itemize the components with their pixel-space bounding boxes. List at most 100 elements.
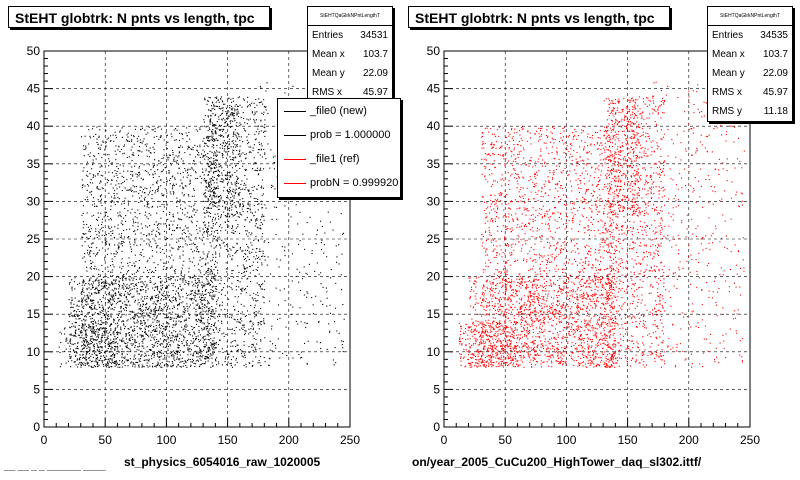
data-point (237, 193, 239, 195)
data-point (210, 121, 212, 123)
data-point (320, 348, 322, 350)
data-point (86, 351, 88, 353)
data-point (86, 223, 88, 225)
data-point (139, 139, 141, 141)
data-point (139, 308, 141, 310)
data-point (92, 261, 94, 263)
data-point (126, 347, 128, 349)
data-point (140, 129, 142, 131)
data-point (122, 308, 124, 310)
data-point (106, 350, 108, 352)
data-point (108, 345, 110, 347)
data-point (116, 276, 118, 278)
data-point (190, 220, 192, 222)
data-point (236, 344, 238, 346)
data-point (111, 281, 113, 283)
data-point (181, 134, 183, 136)
data-point (180, 273, 182, 275)
data-point (141, 311, 143, 313)
data-point (255, 169, 257, 171)
data-point (326, 305, 328, 307)
data-point (116, 362, 118, 364)
data-point (218, 236, 220, 238)
data-point (131, 139, 133, 141)
data-point (126, 271, 128, 273)
data-point (119, 214, 121, 216)
data-point (120, 307, 122, 309)
data-point (181, 219, 183, 221)
data-point (156, 286, 158, 288)
data-point (181, 183, 183, 185)
data-point (233, 131, 235, 133)
data-point (212, 352, 214, 354)
data-point (150, 311, 152, 313)
data-point (137, 299, 139, 301)
data-point (244, 330, 246, 332)
data-point (245, 315, 247, 317)
data-point (240, 303, 242, 305)
data-point (120, 306, 122, 308)
data-point (179, 350, 181, 352)
data-point (210, 295, 212, 297)
data-point (203, 243, 205, 245)
data-point (129, 261, 131, 263)
data-point (276, 218, 278, 220)
data-point (166, 155, 168, 157)
data-point (92, 128, 94, 130)
data-point (203, 236, 205, 238)
data-point (93, 329, 95, 331)
data-point (90, 194, 92, 196)
data-point (107, 315, 109, 317)
data-point (162, 323, 164, 325)
data-point (223, 241, 225, 243)
data-point (188, 284, 190, 286)
data-point (200, 294, 202, 296)
data-point (96, 253, 98, 255)
data-point (207, 185, 209, 187)
data-point (259, 227, 261, 229)
data-point (335, 282, 337, 284)
data-point (98, 304, 100, 306)
data-point (231, 167, 233, 169)
data-point (233, 247, 235, 249)
data-point (172, 259, 174, 261)
data-point (120, 216, 122, 218)
data-point (211, 218, 213, 220)
data-point (217, 316, 219, 318)
data-point (238, 286, 240, 288)
data-point (228, 97, 230, 99)
data-point (168, 171, 170, 173)
data-point (180, 278, 182, 280)
data-point (247, 202, 249, 204)
data-point (193, 169, 195, 171)
data-point (74, 355, 76, 357)
data-point (262, 233, 264, 235)
data-point (85, 359, 87, 361)
data-point (126, 346, 128, 348)
data-point (63, 328, 65, 330)
data-point (102, 313, 104, 315)
data-point (93, 349, 95, 351)
data-point (229, 175, 231, 177)
data-point (241, 352, 243, 354)
data-point (165, 224, 167, 226)
data-point (81, 304, 83, 306)
data-point (262, 253, 264, 255)
data-point (209, 293, 211, 295)
x-tick-label: 0 (41, 433, 48, 447)
data-point (236, 212, 238, 214)
data-point (134, 328, 136, 330)
data-point (162, 310, 164, 312)
data-point (238, 96, 240, 98)
data-point (79, 357, 81, 359)
data-point (211, 354, 213, 356)
data-point (68, 299, 70, 301)
data-point (204, 335, 206, 337)
data-point (104, 287, 106, 289)
data-point (257, 126, 259, 128)
data-point (232, 151, 234, 153)
data-point (124, 357, 126, 359)
data-point (262, 207, 264, 209)
data-point (168, 299, 170, 301)
data-point (185, 185, 187, 187)
